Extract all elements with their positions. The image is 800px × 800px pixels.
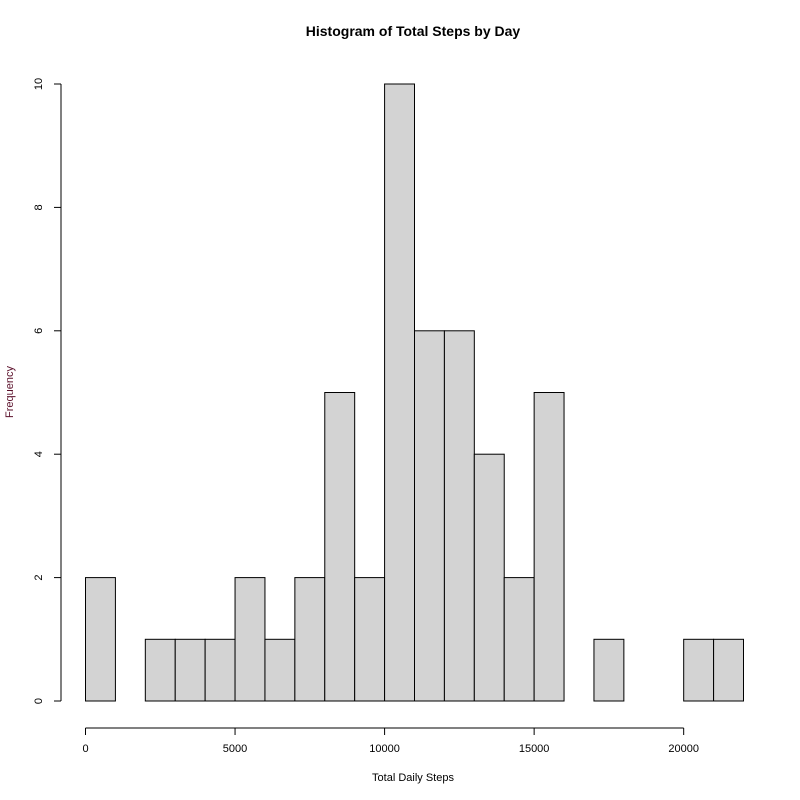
y-tick-label: 6 [33,328,45,334]
x-tick-label: 15000 [519,743,550,755]
histogram-bar [85,577,116,702]
histogram-bar [294,577,326,702]
y-tick-label: 0 [33,698,45,704]
x-tick-label: 10000 [369,743,400,755]
y-tick-label: 10 [33,78,45,90]
y-tick-label: 4 [33,451,45,457]
histogram-bar [384,83,416,702]
histogram-bar [324,392,356,702]
histogram-bar [234,577,266,702]
histogram-bar [713,638,744,702]
chart-title: Histogram of Total Steps by Day [306,23,521,39]
y-axis-label: Frequency [4,366,16,418]
histogram-bar [533,392,565,702]
y-axis: 0 2 4 6 8 10 [33,78,62,704]
bars-group [85,83,744,702]
histogram-bar [414,330,445,702]
histogram-bar [503,577,535,702]
histogram-bar [473,453,505,702]
histogram-bar [683,638,715,702]
histogram-bar [204,638,236,702]
y-tick-label: 2 [33,575,45,581]
x-tick-label: 5000 [223,743,247,755]
histogram-bar [443,330,475,702]
histogram-bar [264,638,296,702]
histogram-bar [354,577,386,702]
histogram-bar [144,638,176,702]
x-tick-label: 20000 [668,743,699,755]
x-axis: 0 5000 10000 15000 20000 [82,727,699,755]
y-tick-label: 8 [33,204,45,210]
histogram-bar [174,638,206,702]
x-axis-label: Total Daily Steps [372,772,454,784]
x-tick-label: 0 [82,743,88,755]
histogram-bar [593,638,625,702]
